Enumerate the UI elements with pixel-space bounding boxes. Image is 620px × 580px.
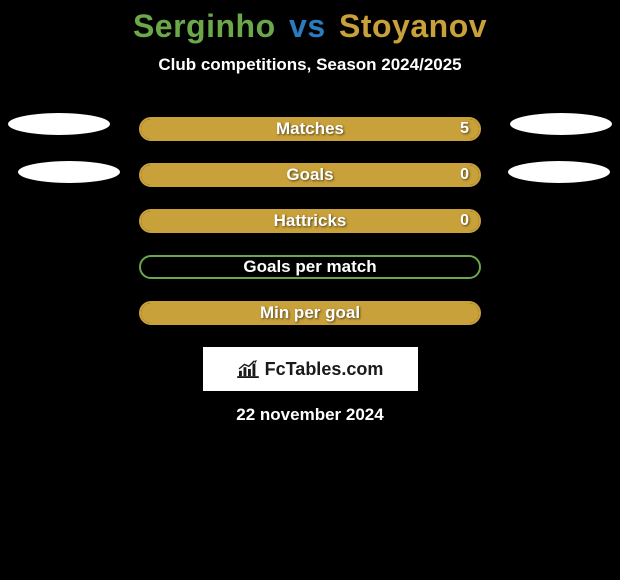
stat-row: Min per goal: [0, 301, 620, 325]
stat-label: Goals: [141, 165, 479, 185]
stat-label: Goals per match: [141, 257, 479, 277]
player2-avatar-placeholder: [508, 161, 610, 183]
player1-name: Serginho: [133, 8, 276, 44]
stat-row: Hattricks0: [0, 209, 620, 233]
player2-avatar-placeholder: [510, 113, 612, 135]
stat-bar: Min per goal: [139, 301, 481, 325]
stat-value: 0: [460, 211, 469, 231]
player1-avatar-placeholder: [18, 161, 120, 183]
logo-text: FcTables.com: [265, 359, 384, 380]
stat-value: 5: [460, 119, 469, 139]
vs-label: vs: [289, 8, 326, 44]
stat-bar: Matches5: [139, 117, 481, 141]
stat-label: Min per goal: [141, 303, 479, 323]
stat-bar: Hattricks0: [139, 209, 481, 233]
comparison-infographic: Serginho vs Stoyanov Club competitions, …: [0, 0, 620, 425]
stat-rows: Matches5Goals0Hattricks0Goals per matchM…: [0, 117, 620, 325]
stat-bar: Goals per match: [139, 255, 481, 279]
stat-row: Matches5: [0, 117, 620, 141]
stat-label: Matches: [141, 119, 479, 139]
stat-bar: Goals0: [139, 163, 481, 187]
player2-name: Stoyanov: [339, 8, 487, 44]
page-title: Serginho vs Stoyanov: [0, 8, 620, 45]
logo-chart-icon: [237, 360, 259, 378]
subtitle: Club competitions, Season 2024/2025: [0, 55, 620, 75]
player1-avatar-placeholder: [8, 113, 110, 135]
date-line: 22 november 2024: [0, 405, 620, 425]
stat-value: 0: [460, 165, 469, 185]
logo-box: FcTables.com: [203, 347, 418, 391]
stat-row: Goals per match: [0, 255, 620, 279]
stat-label: Hattricks: [141, 211, 479, 231]
stat-row: Goals0: [0, 163, 620, 187]
